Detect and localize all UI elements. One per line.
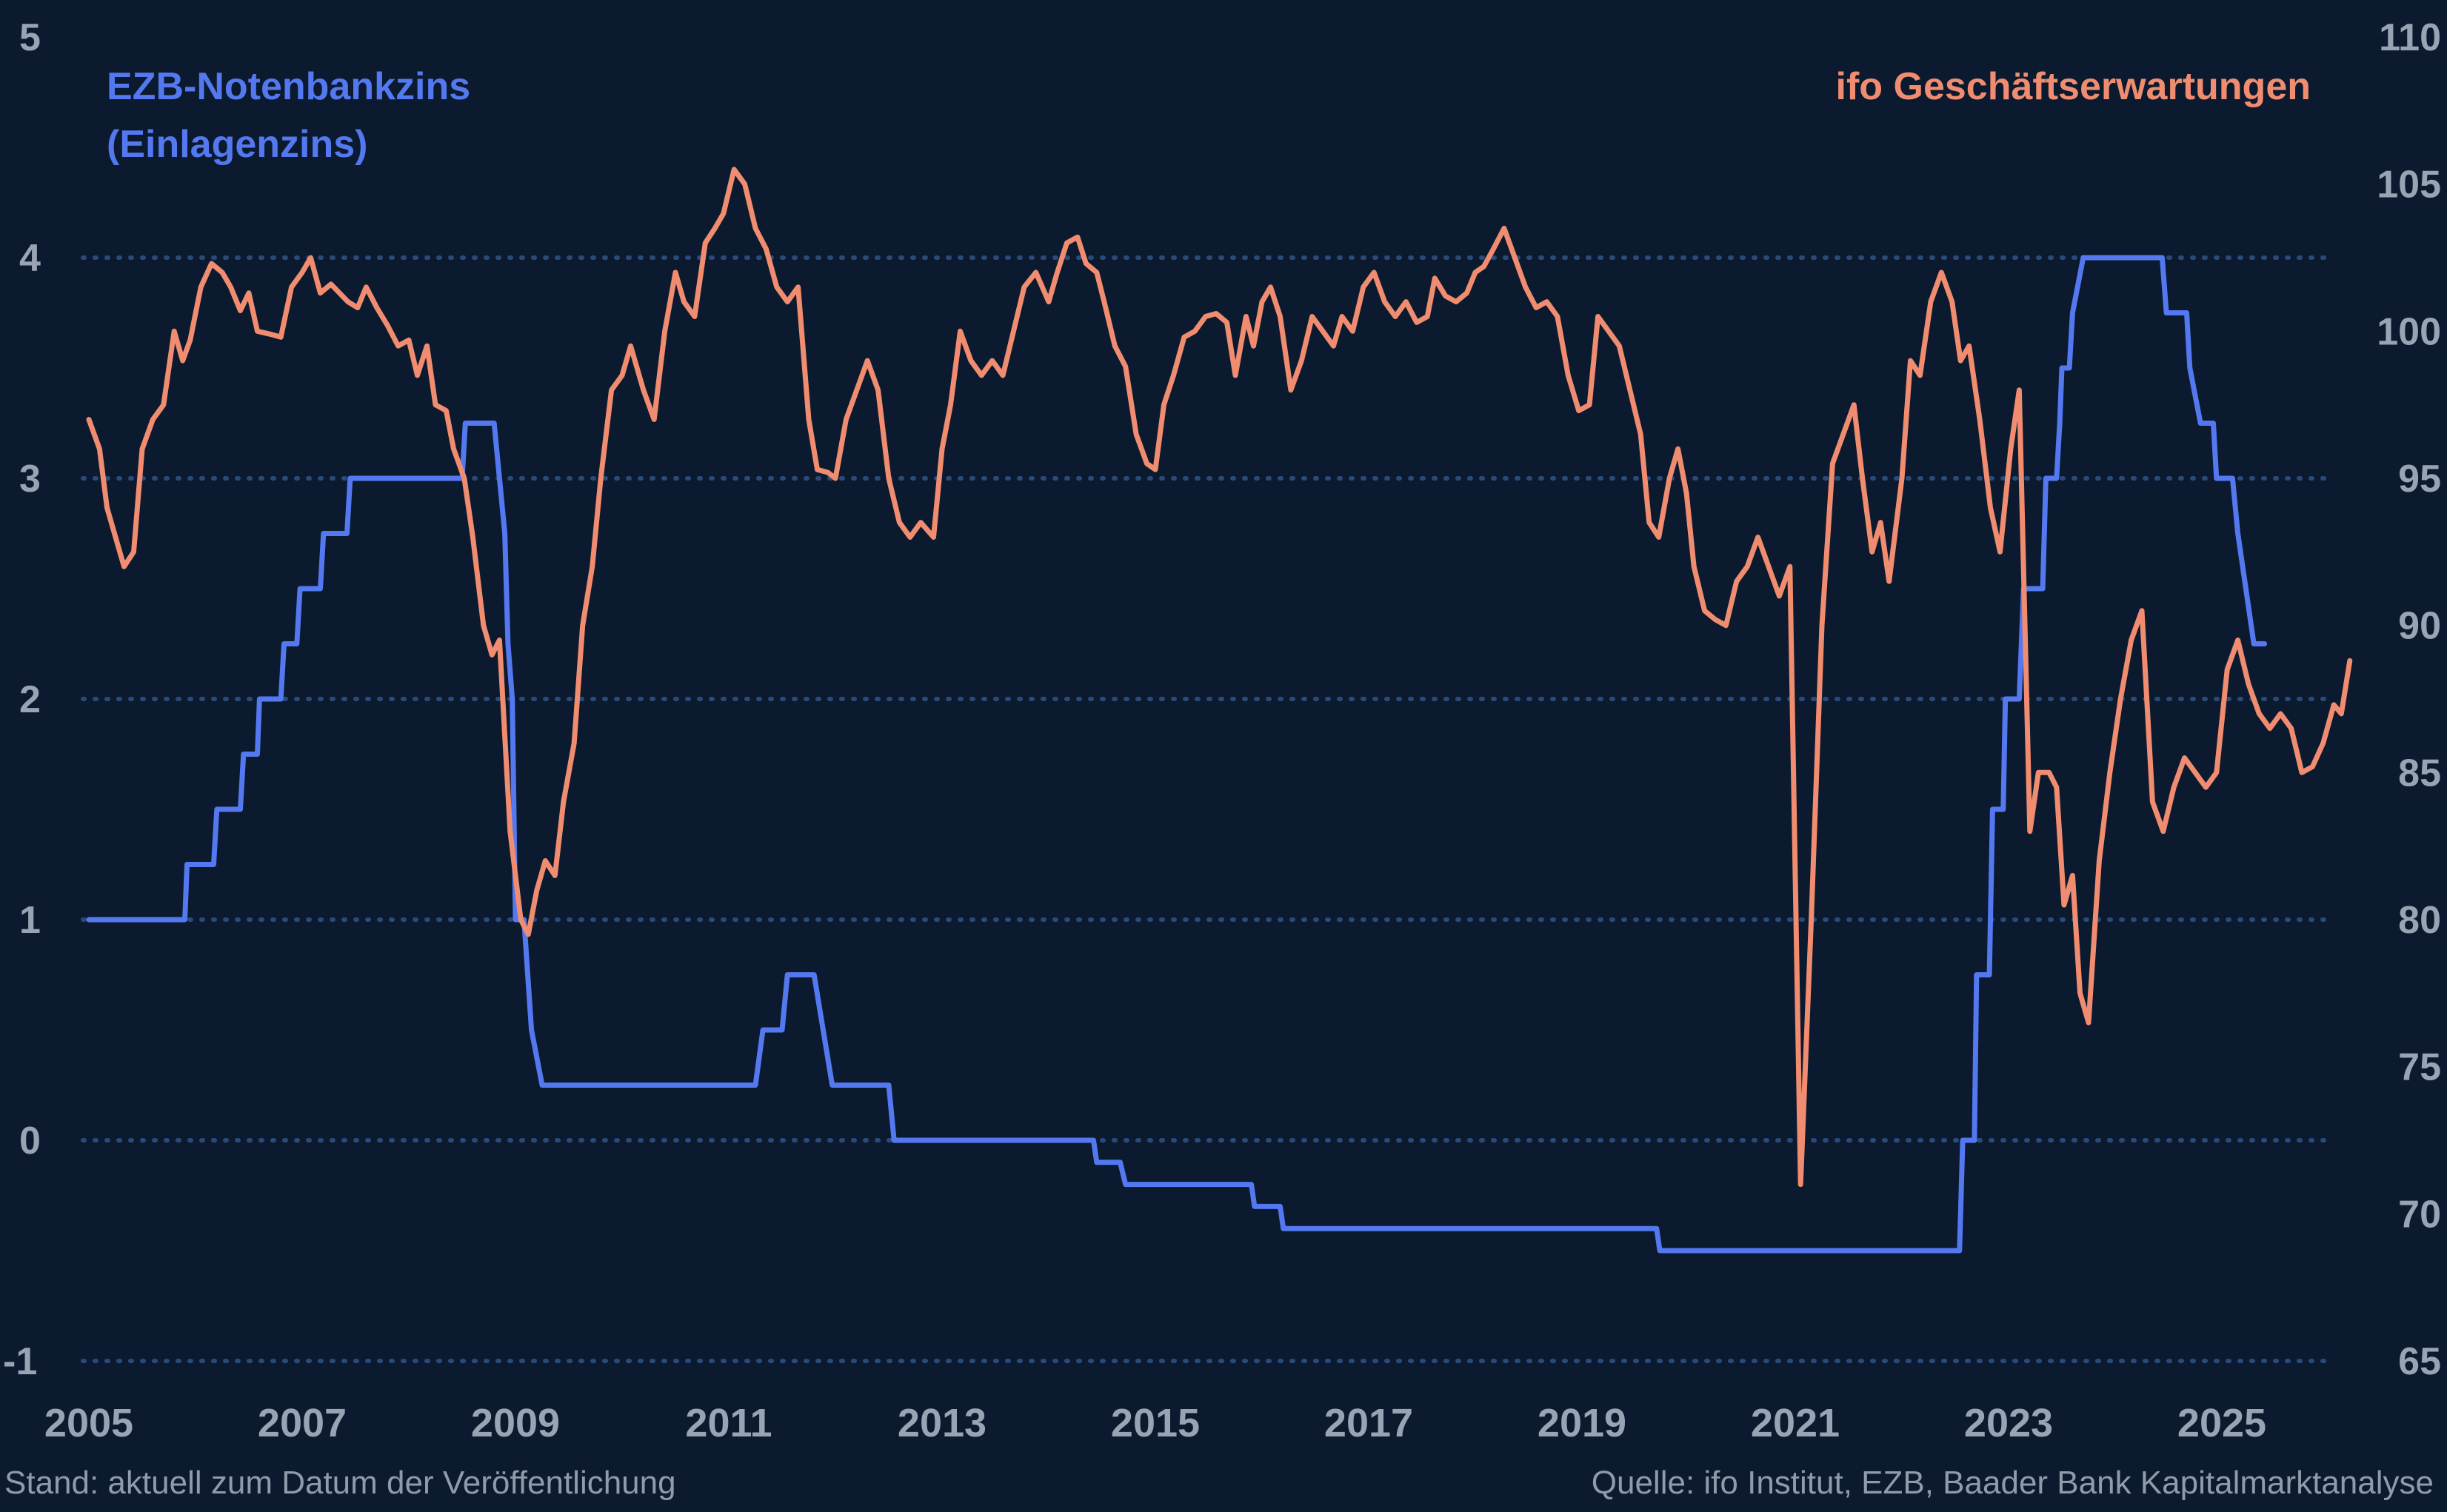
right-tick-label: 80 (2398, 899, 2441, 942)
left-tick-label: -1 (3, 1340, 37, 1383)
right-tick-label: 95 (2398, 458, 2441, 501)
left-tick-label: 3 (19, 458, 41, 501)
right-tick-label: 75 (2398, 1046, 2441, 1089)
x-tick-label: 2009 (471, 1401, 560, 1445)
legend-ezb-line2: (Einlagenzins) (107, 123, 367, 166)
footer-stand: Stand: aktuell zum Datum der Veröffentli… (4, 1465, 676, 1501)
left-tick-label: 2 (19, 678, 41, 721)
right-tick-label: 100 (2377, 310, 2441, 353)
series-line-ezb-einlagenzins (86, 255, 2268, 1254)
legend-ezb-line1: EZB-Notenbankzins (107, 65, 470, 108)
series-line-ifo-geschaeftserwartungen (86, 167, 2353, 1188)
x-tick-label: 2007 (258, 1401, 347, 1445)
x-tick-label: 2017 (1324, 1401, 1413, 1445)
left-axis-ticks: -1 0 1 2 3 4 5 (3, 16, 41, 1383)
x-tick-label: 2005 (44, 1401, 133, 1445)
left-tick-label: 4 (19, 237, 41, 280)
x-axis-ticks: 2005 2007 2009 2011 2013 2015 2017 2019 2021 2023… (44, 1401, 2266, 1445)
x-tick-label: 2023 (1964, 1401, 2053, 1445)
x-tick-label: 2013 (898, 1401, 987, 1445)
x-tick-label: 2025 (2177, 1401, 2266, 1445)
right-tick-label: 85 (2398, 752, 2441, 795)
legend: EZB-Notenbankzins (Einlagenzins) ifo Ges… (107, 65, 2311, 166)
right-axis-ticks: 65 70 75 80 85 90 95 100 105 110 (2377, 16, 2441, 1383)
right-tick-label: 65 (2398, 1340, 2441, 1383)
x-tick-label: 2021 (1751, 1401, 1840, 1445)
legend-ifo: ifo Geschäftserwartungen (1836, 65, 2311, 108)
x-tick-label: 2015 (1111, 1401, 1200, 1445)
x-tick-label: 2019 (1538, 1401, 1626, 1445)
right-tick-label: 90 (2398, 605, 2441, 648)
left-tick-label: 5 (19, 16, 41, 59)
left-tick-label: 0 (19, 1120, 41, 1163)
footer-source: Quelle: ifo Institut, EZB, Baader Bank K… (1591, 1465, 2434, 1501)
x-tick-label: 2011 (685, 1401, 772, 1445)
right-tick-label: 110 (2379, 16, 2441, 59)
series-lines (86, 167, 2353, 1254)
right-tick-label: 70 (2398, 1193, 2441, 1236)
right-tick-label: 105 (2377, 164, 2441, 207)
grid-lines (81, 255, 2328, 1363)
left-tick-label: 1 (19, 899, 41, 942)
